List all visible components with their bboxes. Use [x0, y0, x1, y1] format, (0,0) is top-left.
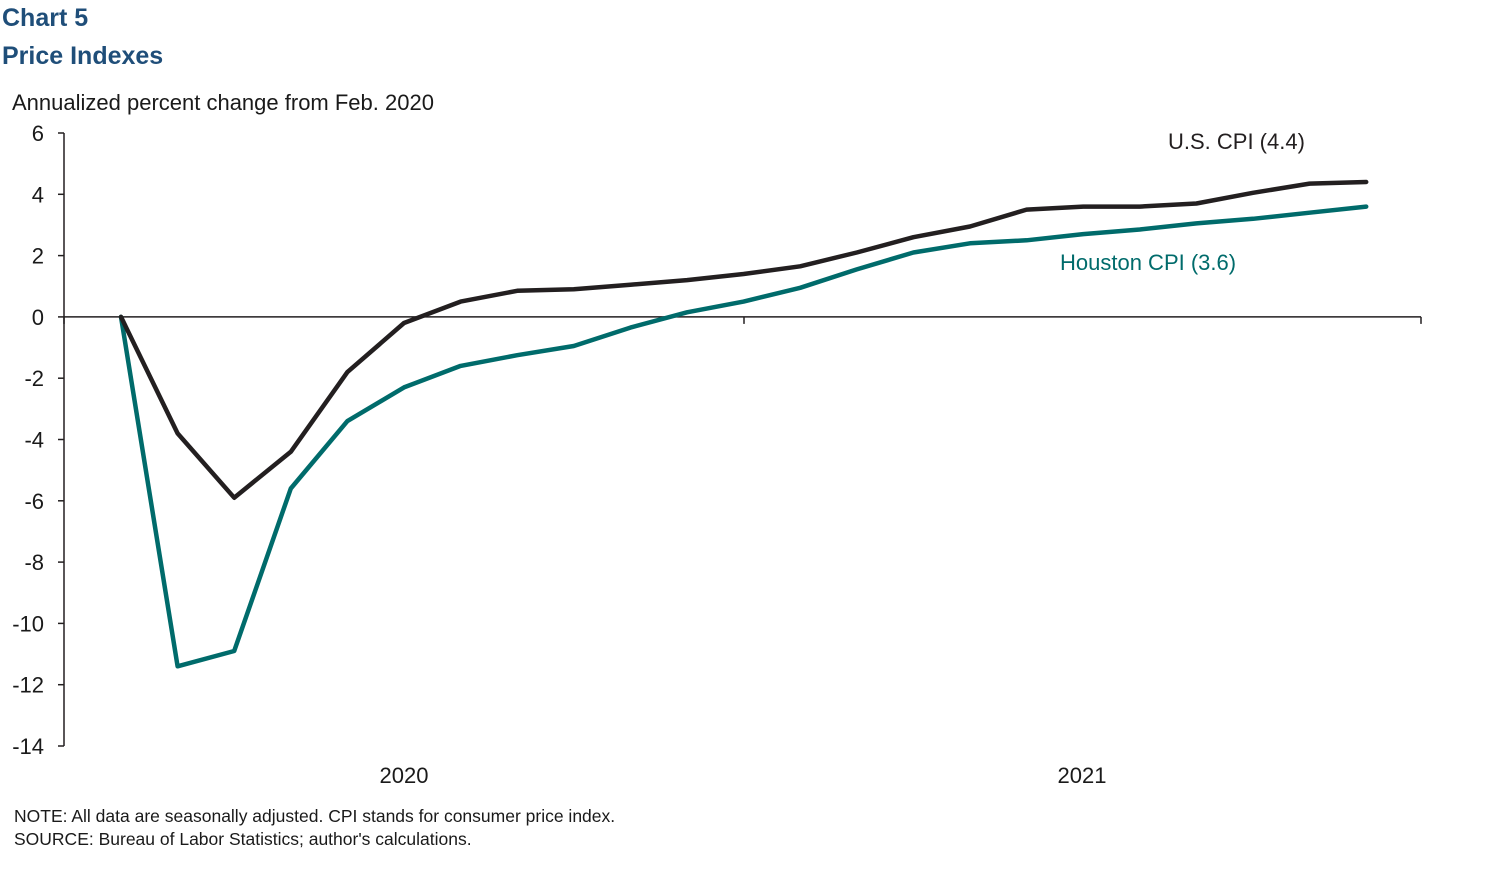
- chart-title: Price Indexes: [2, 42, 164, 70]
- series-line-houston-cpi: [118, 204, 1369, 669]
- y-tick-label: -4: [24, 428, 44, 453]
- series-lines: [118, 179, 1369, 669]
- series-label-houston-cpi: Houston CPI (3.6): [1060, 250, 1236, 275]
- series-label-us-cpi: U.S. CPI (4.4): [1168, 129, 1305, 154]
- x-axis: 2020 2021: [63, 316, 1422, 788]
- y-tick-label: -12: [12, 673, 44, 698]
- y-tick-label: 4: [32, 182, 44, 207]
- series-line-us-cpi: [118, 179, 1369, 500]
- x-tick-label: 2020: [380, 763, 429, 788]
- x-tick-label: 2021: [1058, 763, 1107, 788]
- y-tick-label: -6: [24, 489, 44, 514]
- y-tick-label: 6: [32, 121, 44, 146]
- y-tick-label: 0: [32, 305, 44, 330]
- y-axis: 6 4 2 0 -2 -4 -6 -8 -10 -12 -14: [12, 121, 64, 759]
- y-axis-label: Annualized percent change from Feb. 2020: [12, 90, 434, 115]
- y-tick-label: -14: [12, 734, 44, 759]
- y-tick-label: -10: [12, 611, 44, 636]
- y-tick-label: -2: [24, 366, 44, 391]
- footnote-source: SOURCE: Bureau of Labor Statistics; auth…: [14, 829, 472, 849]
- y-tick-label: 2: [32, 244, 44, 269]
- footnote-note: NOTE: All data are seasonally adjusted. …: [14, 806, 616, 826]
- y-tick-label: -8: [24, 550, 44, 575]
- axes: [63, 133, 1421, 746]
- chart-number: Chart 5: [2, 4, 89, 32]
